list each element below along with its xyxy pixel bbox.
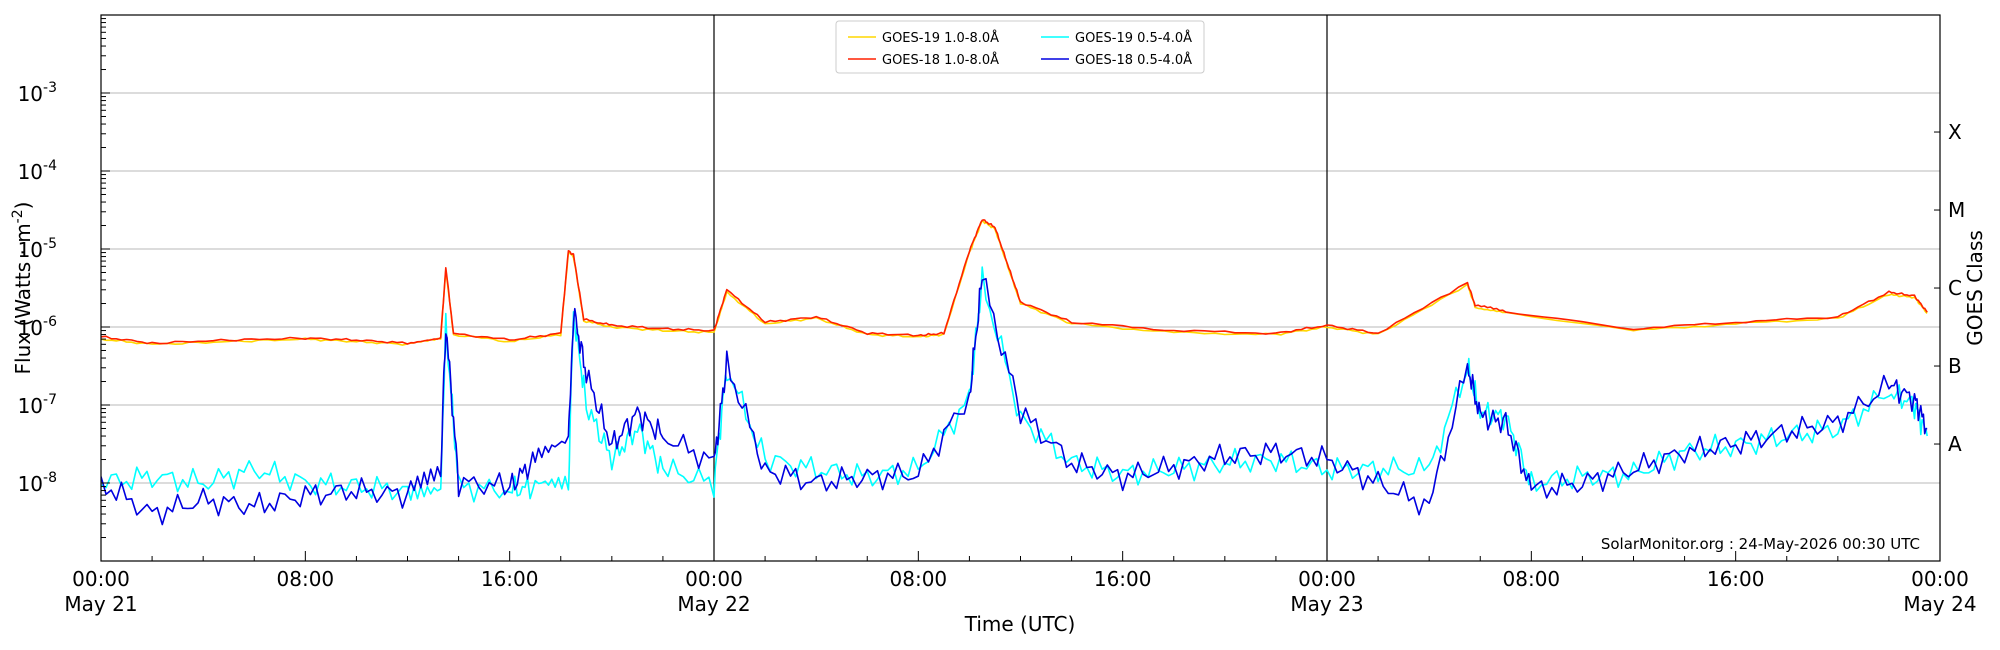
series-line bbox=[101, 219, 1928, 345]
x-tick-time: 16:00 bbox=[481, 567, 539, 591]
y-tick-exponent: -7 bbox=[43, 392, 57, 408]
x-tick-date: May 24 bbox=[1903, 592, 1976, 616]
legend-box bbox=[835, 20, 1205, 74]
x-tick-time: 08:00 bbox=[890, 567, 948, 591]
legend-label: GOES-18 0.5-4.0Å bbox=[1075, 52, 1192, 68]
y-tick-labels: 10-810-710-610-510-410-3 bbox=[18, 80, 58, 496]
axis-ticks bbox=[100, 18, 1941, 561]
legend-label: GOES-19 1.0-8.0Å bbox=[882, 30, 999, 46]
y-tick-base: 10 bbox=[18, 82, 43, 106]
y-tick-base: 10 bbox=[18, 238, 43, 262]
y-tick-label: 10-7 bbox=[18, 392, 57, 418]
legend-label: GOES-18 1.0-8.0Å bbox=[882, 52, 999, 68]
y-tick-exponent: -3 bbox=[43, 80, 57, 96]
x-tick-time: 16:00 bbox=[1094, 567, 1152, 591]
x-tick-date: May 21 bbox=[64, 592, 137, 616]
y2-axis-title: GOES Class bbox=[1963, 230, 1987, 346]
y-tick-base: 10 bbox=[18, 472, 43, 496]
y-axis-title: Flux (Watts · m-2) bbox=[10, 202, 35, 375]
x-tick-time: 08:00 bbox=[1503, 567, 1561, 591]
y-tick-exponent: -8 bbox=[43, 470, 57, 486]
gridlines bbox=[101, 92, 1940, 484]
x-axis-title: Time (UTC) bbox=[964, 612, 1076, 636]
legend-label: GOES-19 0.5-4.0Å bbox=[1075, 30, 1192, 46]
x-tick-time: 00:00 bbox=[1911, 567, 1969, 591]
x-tick-date: May 23 bbox=[1290, 592, 1363, 616]
y-tick-label: 10-3 bbox=[18, 80, 57, 106]
x-tick-time: 00:00 bbox=[1298, 567, 1356, 591]
x-tick-date: May 22 bbox=[677, 592, 750, 616]
series-line bbox=[101, 277, 1928, 526]
y-tick-label: 10-5 bbox=[18, 236, 57, 262]
y-tick-label: 10-8 bbox=[18, 470, 57, 496]
series-lines bbox=[101, 219, 1928, 526]
y-tick-label: 10-4 bbox=[18, 158, 58, 184]
x-tick-time: 08:00 bbox=[277, 567, 335, 591]
y-tick-label: 10-6 bbox=[18, 314, 58, 340]
x-tick-time: 00:00 bbox=[72, 567, 130, 591]
goes-class-labels: A B C M X bbox=[1948, 120, 1965, 456]
legend: GOES-19 1.0-8.0Å GOES-18 1.0-8.0Å GOES-19 … bbox=[835, 20, 1205, 74]
credit-text: SolarMonitor.org : 24-May-2026 00:30 UTC bbox=[1601, 535, 1920, 553]
goes-class-label: C bbox=[1948, 276, 1962, 300]
y-tick-base: 10 bbox=[18, 394, 43, 418]
goes-class-label: M bbox=[1948, 198, 1965, 222]
x-tick-time: 00:00 bbox=[685, 567, 743, 591]
y-tick-base: 10 bbox=[18, 160, 43, 184]
goes-class-label: X bbox=[1948, 120, 1962, 144]
x-tick-time: 16:00 bbox=[1707, 567, 1765, 591]
y-tick-exponent: -5 bbox=[43, 236, 57, 252]
goes-class-label: A bbox=[1948, 432, 1962, 456]
goes-class-label: B bbox=[1948, 354, 1962, 378]
y-tick-exponent: -4 bbox=[43, 158, 57, 174]
y-tick-exponent: -6 bbox=[43, 314, 57, 330]
y-tick-base: 10 bbox=[18, 316, 43, 340]
